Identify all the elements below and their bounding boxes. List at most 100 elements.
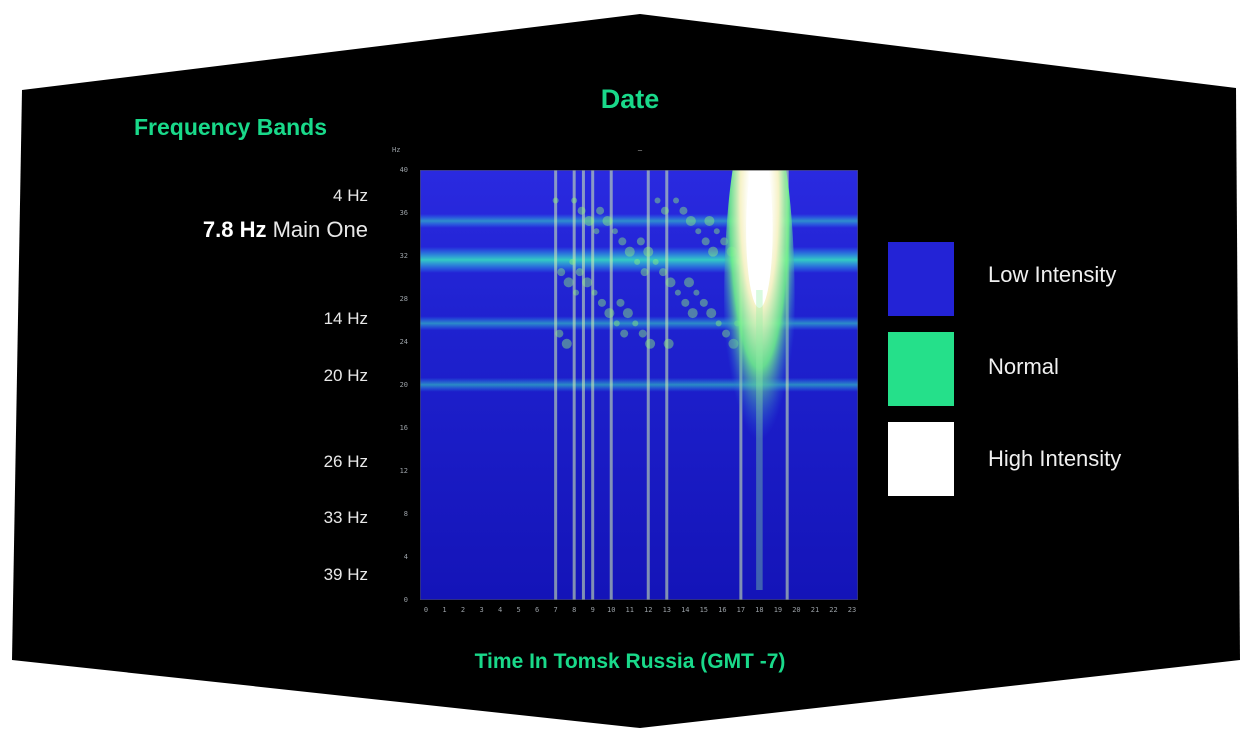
x-tick-label: 14 (681, 606, 690, 614)
activity-speck (552, 197, 559, 204)
activity-speck (679, 206, 688, 215)
activity-speck (643, 246, 654, 257)
chart-title: Date (600, 84, 660, 114)
x-tick-label: 3 (479, 606, 484, 614)
activity-speck (652, 258, 659, 265)
x-tick-label: 11 (625, 606, 634, 614)
plot-subtitle: — (637, 146, 643, 154)
vertical-burst (609, 170, 613, 600)
frequency-band (420, 213, 858, 228)
activity-speck (616, 298, 625, 307)
y-tick-label: 40 (399, 166, 408, 174)
band-label-14hz: 14 Hz (323, 309, 368, 328)
band-label-4hz: 4 Hz (333, 186, 368, 205)
activity-speck (693, 289, 700, 296)
legend-label-low: Low Intensity (988, 262, 1117, 287)
vertical-burst (591, 170, 595, 600)
activity-speck (695, 228, 702, 235)
y-axis-unit: Hz (392, 146, 401, 154)
x-tick-label: 13 (662, 606, 671, 614)
legend-label-high: High Intensity (988, 446, 1122, 471)
x-tick-label: 17 (736, 606, 746, 614)
activity-speck (645, 338, 656, 349)
activity-speck (640, 268, 649, 277)
legend-swatch-high (888, 422, 954, 496)
activity-speck (674, 289, 681, 296)
activity-speck (713, 228, 720, 235)
band-note-main: Main One (272, 217, 368, 242)
y-tick-label: 36 (399, 209, 408, 217)
y-tick-label: 32 (399, 252, 408, 260)
activity-speck (596, 206, 605, 215)
activity-speck (563, 277, 574, 288)
x-tick-label: 18 (755, 606, 764, 614)
x-tick-label: 2 (460, 606, 466, 614)
activity-speck (573, 289, 580, 296)
y-tick-label: 28 (399, 295, 408, 303)
vertical-burst (572, 170, 576, 600)
activity-speck (687, 308, 698, 319)
x-tick-label: 6 (535, 606, 540, 614)
activity-speck (684, 277, 695, 288)
band-label-main: 7.8 Hz Main One (203, 217, 368, 243)
band-label-26hz: 26 Hz (323, 452, 368, 471)
activity-speck (582, 277, 593, 288)
activity-speck (583, 215, 594, 226)
x-tick-label: 23 (847, 606, 857, 614)
activity-speck (561, 338, 572, 349)
x-tick-label: 7 (553, 606, 558, 614)
y-tick-label: 20 (399, 381, 408, 389)
activity-speck (660, 206, 669, 215)
x-tick-label: 10 (606, 606, 616, 614)
activity-speck (602, 215, 613, 226)
high-intensity-region (724, 170, 795, 590)
high-intensity-tail (756, 290, 763, 590)
activity-speck (665, 277, 676, 288)
activity-speck (620, 329, 629, 338)
activity-speck (673, 197, 680, 204)
activity-speck (636, 237, 645, 246)
x-tick-label: 0 (423, 606, 429, 614)
activity-speck (575, 268, 584, 277)
activity-speck (704, 215, 715, 226)
x-tick-label: 4 (497, 606, 503, 614)
activity-speck (622, 308, 633, 319)
vertical-burst (646, 170, 650, 600)
activity-speck (708, 246, 719, 257)
activity-speck (659, 268, 668, 277)
activity-speck (634, 258, 641, 265)
activity-speck (604, 308, 615, 319)
legend-label-normal: Normal (988, 354, 1059, 379)
vertical-burst (554, 170, 558, 600)
activity-speck (699, 298, 708, 307)
activity-speck (591, 289, 598, 296)
activity-speck (557, 268, 566, 277)
y-tick-label: 8 (403, 510, 408, 518)
activity-speck (638, 329, 647, 338)
activity-speck (577, 206, 586, 215)
y-tick-label: 4 (403, 553, 408, 561)
band-label-20hz: 20 Hz (323, 366, 368, 385)
x-tick-label: 5 (516, 606, 521, 614)
vertical-burst (581, 170, 585, 600)
activity-speck (613, 320, 620, 327)
activity-speck (593, 228, 600, 235)
activity-speck (611, 228, 618, 235)
x-tick-label: 19 (773, 606, 783, 614)
legend-swatch-normal (888, 332, 954, 406)
x-tick-label: 21 (810, 606, 820, 614)
high-intensity-glow (724, 170, 795, 500)
activity-speck (555, 329, 564, 338)
activity-speck (701, 237, 710, 246)
activity-speck (706, 308, 717, 319)
activity-speck (597, 298, 606, 307)
activity-speck (715, 320, 722, 327)
x-tick-label: 12 (644, 606, 653, 614)
band-label-33hz: 33 Hz (323, 508, 368, 527)
x-tick-label: 22 (829, 606, 838, 614)
vertical-burst (665, 170, 669, 600)
activity-speck (569, 258, 576, 265)
spectrogram-plot (420, 170, 858, 600)
y-tick-label: 24 (399, 338, 408, 346)
x-tick-label: 15 (699, 606, 709, 614)
